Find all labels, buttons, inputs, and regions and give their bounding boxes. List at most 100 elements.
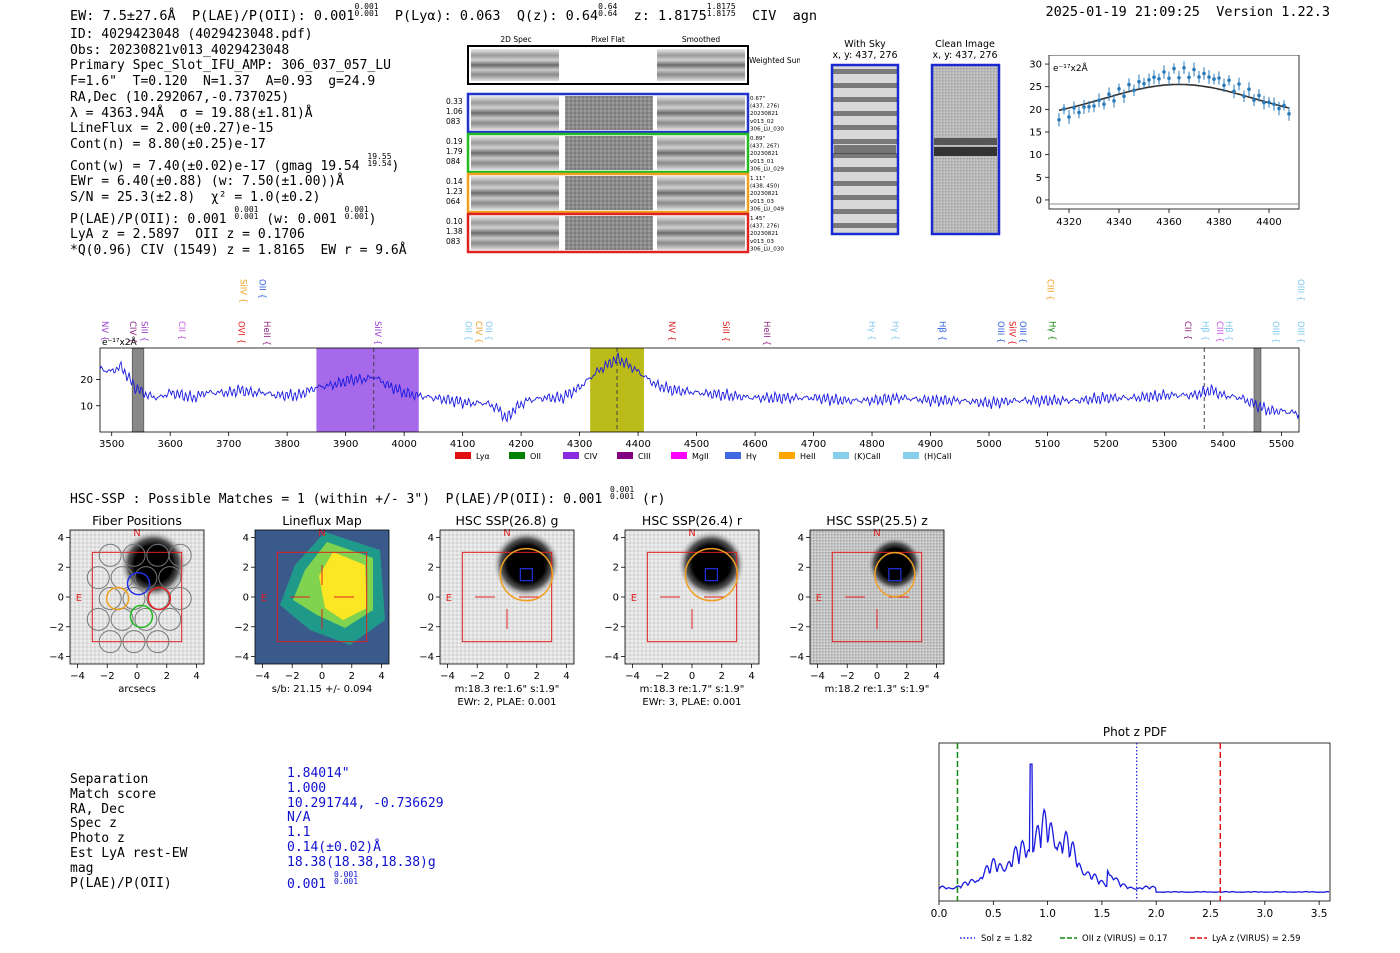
zoom-point xyxy=(1212,77,1216,81)
ytick-label: 2 xyxy=(798,563,804,574)
zoom-point xyxy=(1142,81,1146,86)
legend-swatch xyxy=(671,452,687,459)
fiber xyxy=(86,607,110,631)
zoom-point xyxy=(1172,66,1176,71)
ytick-label: 4 xyxy=(798,533,804,544)
zoom-ytick-label: 30 xyxy=(1029,60,1042,71)
zoom-point xyxy=(1192,67,1196,72)
cutout-right-label: 1.45" xyxy=(750,216,765,222)
zoom-point xyxy=(1072,106,1076,110)
hsc-panel-title: HSC SSP(26.4) r xyxy=(642,513,743,528)
lineflux-peak xyxy=(319,552,367,620)
mask-region xyxy=(1253,347,1262,433)
north-label: N xyxy=(318,528,325,539)
ytick-label: 4 xyxy=(613,533,619,544)
panel-xlabel: arcsecs xyxy=(118,684,156,695)
zoom-point xyxy=(1092,104,1096,108)
spec-xtick-label: 4100 xyxy=(450,439,475,450)
zoom-point xyxy=(1282,103,1286,108)
panel-sublabel: EWr: 2, PLAE: 0.001 xyxy=(457,697,556,708)
zoom-xticks: 4320 4340 4360 4380 4400 xyxy=(1056,209,1282,228)
xtick-label: 0 xyxy=(689,671,695,682)
match-label: Photo z xyxy=(70,831,125,847)
zoom-point xyxy=(1202,71,1206,76)
cutout-right-label: (438, 450) xyxy=(750,184,779,190)
hsc-panel-title: Lineflux Map xyxy=(282,513,362,528)
search-box xyxy=(91,551,183,643)
legend-swatch xyxy=(833,452,849,459)
zoom-xtick-label: 4400 xyxy=(1256,217,1281,228)
cutout-left-label: 0.33 xyxy=(446,97,463,106)
ytick-label: −4 xyxy=(789,652,804,663)
ytick-label: −2 xyxy=(419,622,434,633)
match-values: 1.84014" 1.000 10.291744, -0.736629 N/A … xyxy=(287,766,444,892)
cutout-smooth xyxy=(657,136,745,170)
legend-swatch xyxy=(455,452,471,459)
zoom-point xyxy=(1287,112,1291,116)
north-label: N xyxy=(503,528,510,539)
cutout-right-label: 0.67" xyxy=(750,96,765,102)
cutout-left-label: 084 xyxy=(446,157,461,166)
spec-legend: Lyα OII CIV CIII MgII Hγ HeII (K)CaII (H)CaII xyxy=(455,452,951,461)
hsc-panel-title: HSC SSP(25.5) z xyxy=(826,513,928,528)
weighted-2d xyxy=(471,49,559,81)
match-value: 1.000 xyxy=(287,780,327,796)
source-marker xyxy=(519,568,533,582)
spectral-line-label: OIII { xyxy=(1295,279,1305,301)
spectral-line-label: CIV { xyxy=(127,321,137,343)
CIV-region xyxy=(316,348,419,432)
info-lambda: λ = 4363.94Å σ = 19.88(±1.81)Å xyxy=(70,105,313,121)
spec-xtick-label: 4000 xyxy=(391,439,416,450)
fiber-highlight xyxy=(147,586,172,611)
zoom-point xyxy=(1217,76,1221,80)
ytick-label: 2 xyxy=(243,563,249,574)
zoom-point xyxy=(1262,100,1266,105)
weighted-smooth xyxy=(657,49,745,81)
xtick-label: 2 xyxy=(349,671,355,682)
cutout-left-label: 0.14 xyxy=(446,177,463,186)
cutout-right-label: 306_LU_049 xyxy=(750,206,784,212)
xtick-label: 4 xyxy=(378,671,384,682)
zoom-point xyxy=(1062,107,1066,111)
spec-regions xyxy=(131,347,1262,433)
with-sky-xy: x, y: 437, 276 xyxy=(832,50,897,61)
info-contn: Cont(n) = 8.80(±0.25)e-17 xyxy=(70,136,266,152)
photz-xtick-label: 3.5 xyxy=(1311,908,1328,920)
spectral-line-label: CII { xyxy=(1182,321,1192,340)
cutout-right-label: 20230821 xyxy=(750,151,779,157)
fiber xyxy=(86,566,110,590)
legend-swatch xyxy=(617,452,633,459)
spec-xtick-label: 5300 xyxy=(1152,439,1177,450)
panel-xlabel: m:18.3 re:1.7" s:1.9" xyxy=(640,684,745,695)
photz-xtick-label: 0.5 xyxy=(985,908,1002,920)
fiber xyxy=(122,543,146,567)
zoom-xtick-label: 4340 xyxy=(1106,217,1131,228)
col-2d-spec: 2D Spec xyxy=(500,35,531,44)
fiber-highlight xyxy=(126,571,151,596)
spec-frame xyxy=(99,347,1300,433)
spec-xtick-label: 4600 xyxy=(742,439,767,450)
spec-xtick-label: 5400 xyxy=(1210,439,1235,450)
zoom-point xyxy=(1232,89,1236,94)
spectral-line-labels: NV {CIV {SiII {CII {SiIV {OII {OVI {HeII… xyxy=(99,279,1305,346)
zoom-point xyxy=(1177,75,1181,80)
legend-label: (K)CaII xyxy=(854,452,881,461)
spectral-line-label: NV { xyxy=(99,321,109,341)
zoom-yticks: 0 5 10 15 20 25 30 xyxy=(1029,60,1049,206)
zoom-point xyxy=(1277,106,1281,111)
cutout-right-label: 20230821 xyxy=(750,191,779,197)
legend-swatch xyxy=(725,452,741,459)
ytick-label: 0 xyxy=(798,593,804,604)
fiber xyxy=(98,630,122,654)
ytick-label: −4 xyxy=(49,652,64,663)
spec-xticks: 3500 3600 3700 3800 3900 4000 4100 4200 4300 4400… xyxy=(99,432,1294,450)
panel-xlabel: m:18.3 re:1.6" s:1.9" xyxy=(455,684,560,695)
ytick-label: 0 xyxy=(428,593,434,604)
spectral-line-label: CIII { xyxy=(1045,279,1055,301)
info-contw: Cont(w) = 7.40(±0.02)e-17 (gmag 19.54 19… xyxy=(70,151,400,174)
